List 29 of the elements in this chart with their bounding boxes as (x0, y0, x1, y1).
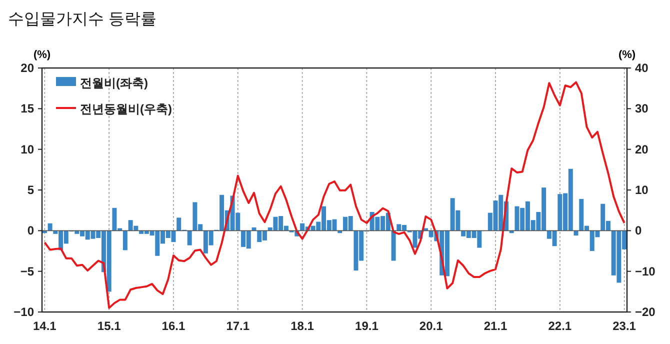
y2-tick-label: 30 (635, 102, 649, 116)
y-tick-label: 5 (27, 183, 34, 197)
y2-tick-label: 10 (635, 183, 649, 197)
x-tick-label: 21.1 (484, 319, 508, 333)
x-tick-label: 20.1 (419, 319, 444, 333)
y-tick-label: 15 (20, 102, 34, 116)
y-tick-label: 20 (20, 61, 34, 75)
y-tick-label: −10 (14, 305, 34, 319)
legend-label: 전년동월비(우축) (80, 102, 172, 116)
legend-label: 전월비(좌축) (80, 76, 148, 90)
x-tick-label: 22.1 (548, 319, 572, 333)
x-tick-label: 18.1 (290, 319, 314, 333)
y2-tick-label: 40 (635, 61, 649, 75)
x-tick-label: 19.1 (355, 319, 379, 333)
y2-axis-title: (%) (618, 49, 636, 61)
y2-tick-label: −10 (635, 264, 656, 278)
x-tick-label: 15.1 (97, 319, 122, 333)
y2-tick-label: −20 (635, 305, 656, 319)
y-tick-label: 0 (27, 224, 34, 238)
chart-title: 수입물가지수 등락률 (8, 11, 156, 28)
x-tick-label: 17.1 (226, 319, 250, 333)
y2-tick-label: 0 (635, 224, 642, 238)
y-axis-title: (%) (33, 49, 51, 61)
y-tick-label: −5 (20, 264, 34, 278)
y2-tick-label: 20 (635, 142, 649, 156)
x-tick-label: 16.1 (162, 319, 186, 333)
x-tick-label: 23.1 (612, 319, 636, 333)
y-tick-label: 10 (20, 142, 34, 156)
x-tick-label: 14.1 (33, 319, 57, 333)
